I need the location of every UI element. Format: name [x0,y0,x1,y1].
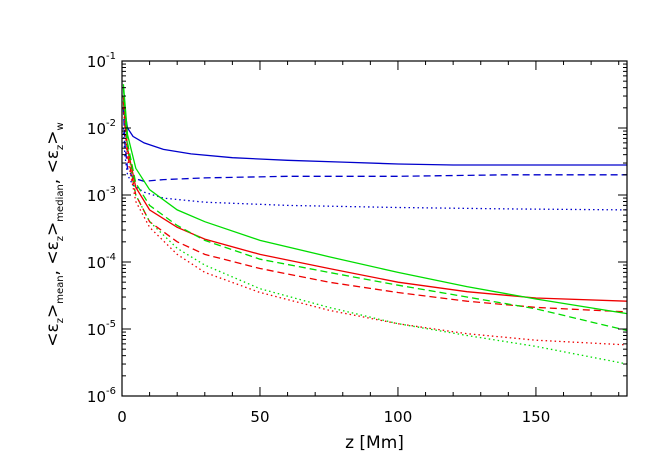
series-line-1 [122,95,627,166]
plot-frame [121,60,628,397]
labels-layer: 0 50 100 150 10-6 10-5 10-4 10-3 10-2 10-1 [87,51,550,426]
series-layer [122,84,628,365]
x-tick-label: 150 [522,408,551,426]
x-axis-title: z [Mm] [345,433,404,453]
series-line-3 [122,127,628,211]
y-tick-label: 10-4 [87,252,116,272]
series-line-8 [122,87,628,332]
y-tick-label: 10-2 [87,118,116,138]
series-line-7 [122,84,628,315]
series-line-4 [122,95,628,302]
y-axis-title: <εz>mean, <εz>median, <εz>w [43,122,66,346]
series-line-2 [122,107,627,182]
series-line-5 [122,101,628,313]
y-tick-label: 10-5 [87,319,116,339]
y-tick-label: 10-1 [87,51,116,71]
ticks-layer [121,60,627,397]
series-line-9 [122,95,628,365]
y-tick-label: 10-6 [87,386,116,406]
x-tick-label: 50 [250,408,269,426]
y-tick-label: 10-3 [87,185,116,205]
x-tick-label: 0 [117,408,127,426]
series-line-6 [122,107,628,346]
x-tick-label: 100 [384,408,413,426]
